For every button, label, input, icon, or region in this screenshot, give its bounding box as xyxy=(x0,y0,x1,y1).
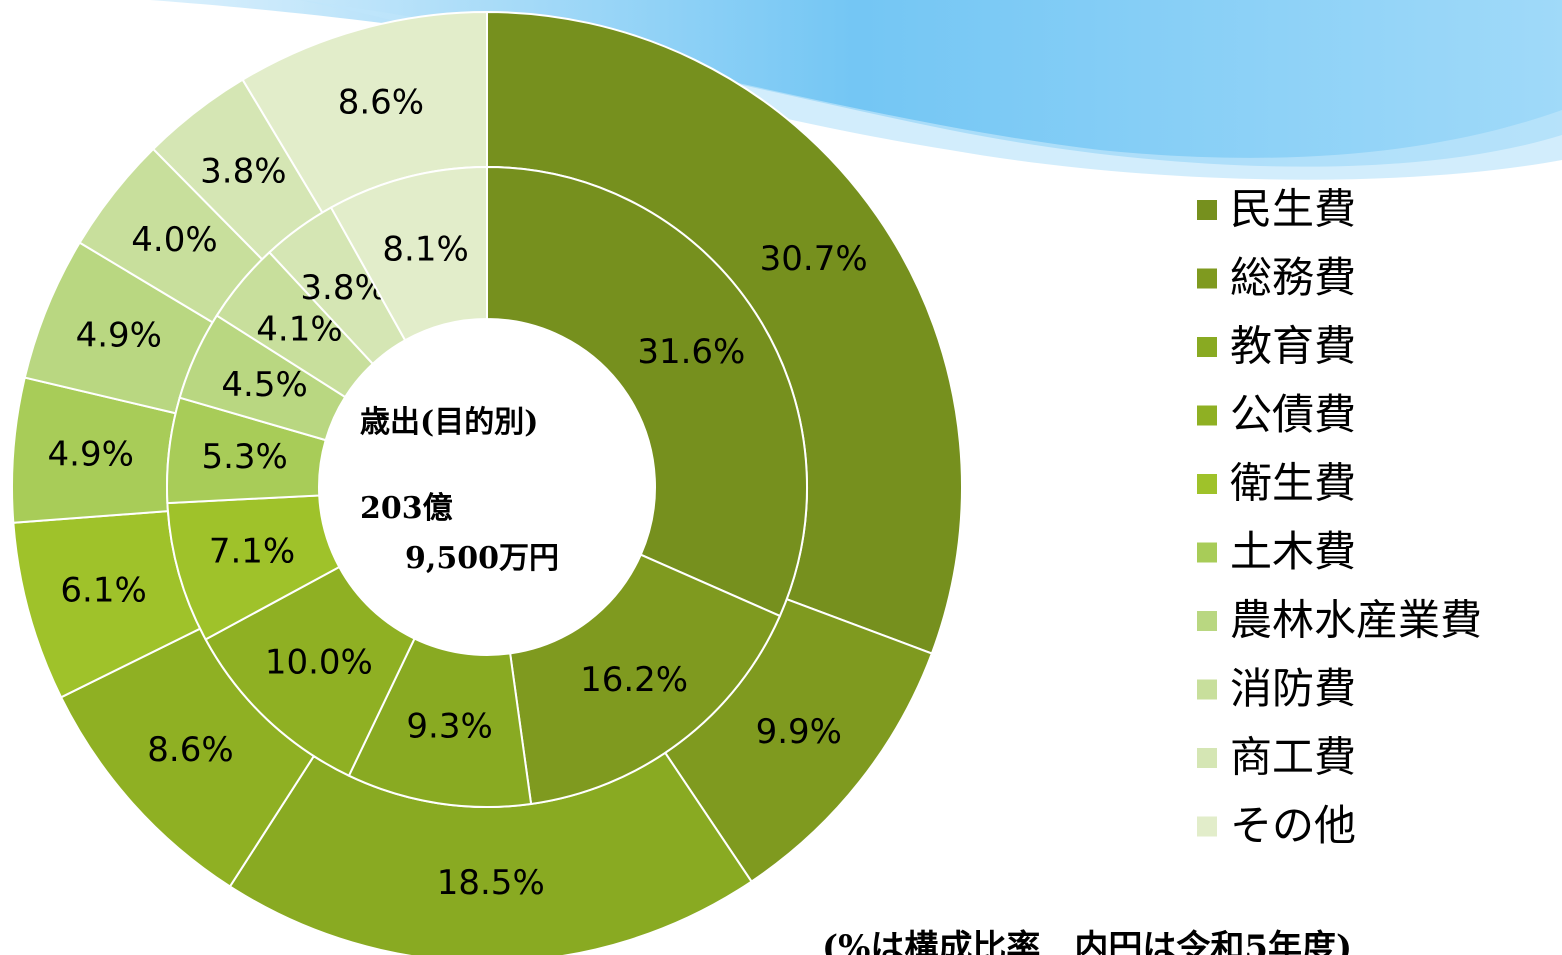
data-label: 8.6% xyxy=(338,82,424,122)
donut-segment xyxy=(486,165,808,618)
legend-label: 総務費 xyxy=(1230,253,1356,302)
data-label: 5.3% xyxy=(201,437,287,477)
legend-swatch xyxy=(1197,748,1217,768)
legend-swatch xyxy=(1197,337,1217,357)
data-label: 31.6% xyxy=(637,332,745,372)
donut-segment xyxy=(509,553,782,806)
legend-label: 教育費 xyxy=(1230,322,1356,371)
legend-swatch xyxy=(1197,679,1217,700)
legend-label: 消防費 xyxy=(1230,664,1356,713)
data-label: 4.9% xyxy=(76,316,162,356)
legend-swatch xyxy=(1197,405,1217,426)
legend-swatch xyxy=(1197,816,1217,837)
legend-swatch xyxy=(1197,474,1217,494)
donut-segment xyxy=(329,165,488,342)
data-label: 18.5% xyxy=(437,863,545,903)
legend-swatch xyxy=(1197,542,1217,563)
legend-swatch xyxy=(1197,611,1217,631)
donut: 30.7% 9.9% 18.5% 8.6% 6.1% 4.9% 4.9% 4.0% 3.8% 8.… xyxy=(11,10,963,955)
center-title: 歳出(目的別) xyxy=(360,405,538,440)
data-label: 9.9% xyxy=(756,712,842,752)
data-label: 4.5% xyxy=(221,365,307,405)
background-wave xyxy=(150,0,1562,167)
background-wave xyxy=(300,0,1562,180)
legend-label: 民生費 xyxy=(1230,185,1356,234)
data-label: 10.0% xyxy=(265,642,373,682)
footnote: (%は構成比率 内円は令和5年度) xyxy=(822,928,1352,955)
legend-label: 商工費 xyxy=(1230,733,1356,782)
data-label: 8.6% xyxy=(147,730,233,770)
center-total: 9,500万円 xyxy=(405,541,559,576)
legend-swatch xyxy=(1197,268,1217,289)
legend-label: その他 xyxy=(1230,801,1356,850)
data-label: 8.1% xyxy=(382,229,468,269)
legend-label: 衛生費 xyxy=(1230,459,1356,508)
data-label: 6.1% xyxy=(60,570,146,610)
data-label: 9.3% xyxy=(406,707,492,747)
legend-label: 土木費 xyxy=(1230,527,1356,576)
legend-label: 公債費 xyxy=(1230,390,1356,439)
data-label: 7.1% xyxy=(209,531,295,571)
center-total: 203億 xyxy=(360,491,453,526)
legend-swatch xyxy=(1197,200,1217,220)
data-label: 30.7% xyxy=(760,239,868,279)
data-label: 3.8% xyxy=(200,151,286,191)
data-label: 4.0% xyxy=(131,220,217,260)
legend-label: 農林水産業費 xyxy=(1230,596,1482,645)
data-label: 16.2% xyxy=(580,660,688,700)
data-label: 4.9% xyxy=(48,434,134,474)
